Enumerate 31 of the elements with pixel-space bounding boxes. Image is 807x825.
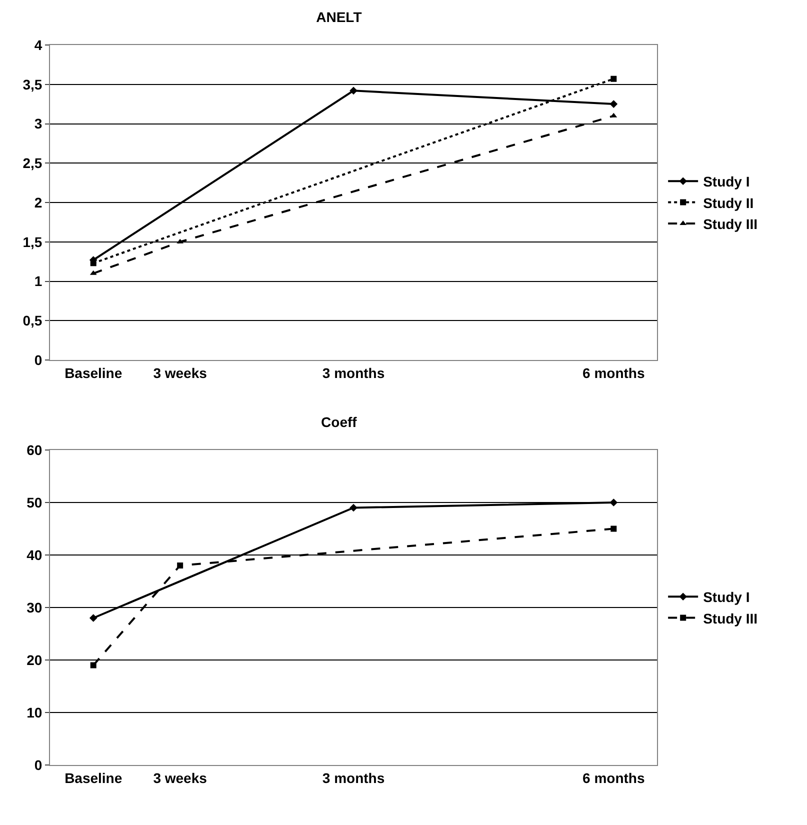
x-tick-label: Baseline bbox=[64, 364, 122, 381]
y-tick-label: 60 bbox=[26, 442, 42, 458]
y-tick-label: 2,5 bbox=[22, 155, 42, 172]
x-tick-label: 3 months bbox=[322, 770, 385, 786]
x-tick-label: 3 weeks bbox=[153, 364, 208, 381]
x-tick-label: 6 months bbox=[582, 364, 645, 381]
legend-label: Study I bbox=[703, 589, 750, 606]
y-tick-label: 0 bbox=[34, 756, 42, 773]
y-tick-label: 1,5 bbox=[22, 234, 42, 250]
x-tick-label: Baseline bbox=[64, 770, 122, 786]
chart-title: ANELT bbox=[316, 8, 362, 25]
y-tick-label: 1 bbox=[34, 273, 42, 290]
y-tick-label: 50 bbox=[26, 494, 42, 510]
x-tick-label: 6 months bbox=[582, 770, 645, 786]
y-tick-label: 3,5 bbox=[22, 76, 42, 92]
chart-title: Coeff bbox=[321, 414, 358, 430]
y-tick-label: 40 bbox=[26, 546, 42, 563]
y-tick-label: 4 bbox=[34, 36, 42, 53]
legend-label: Study III bbox=[703, 216, 758, 232]
y-tick-label: 30 bbox=[26, 599, 42, 616]
legend-label: Study III bbox=[703, 610, 758, 626]
y-tick-label: 10 bbox=[26, 704, 42, 720]
y-tick-label: 3 bbox=[34, 116, 42, 132]
y-tick-label: 20 bbox=[26, 652, 42, 668]
legend-label: Study I bbox=[703, 174, 750, 190]
x-tick-label: 3 weeks bbox=[153, 770, 208, 786]
y-tick-label: 2 bbox=[34, 194, 42, 210]
legend-label: Study II bbox=[703, 194, 754, 211]
x-tick-label: 3 months bbox=[322, 364, 385, 381]
y-tick-label: 0,5 bbox=[22, 312, 42, 329]
y-tick-label: 0 bbox=[34, 352, 42, 368]
